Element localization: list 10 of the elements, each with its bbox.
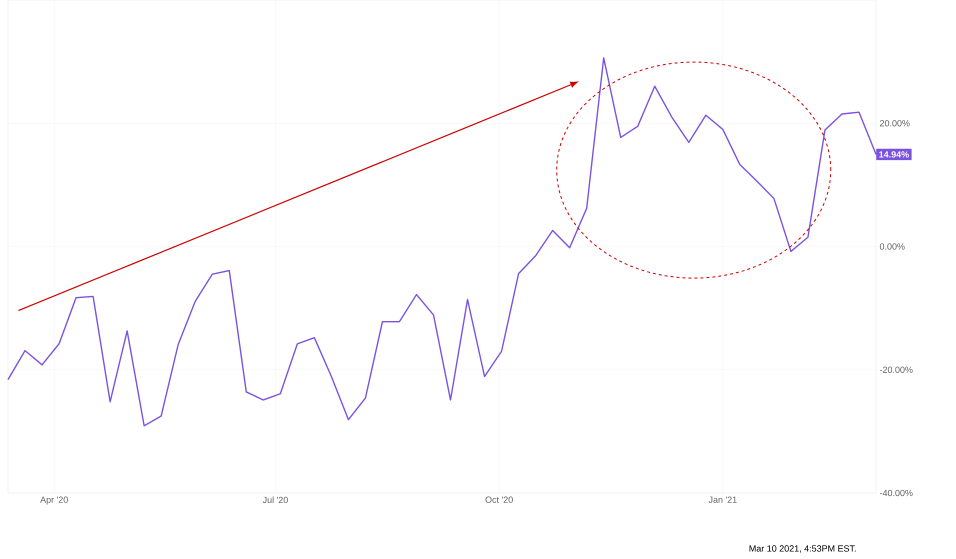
x-tick-label: Apr '20: [40, 496, 68, 505]
text: Mar 10 2021, 4:53PM EST.: [750, 545, 856, 553]
x-tick-label: Jan '21: [708, 496, 737, 503]
y-tick-label: -20.00%: [880, 366, 913, 373]
y-tick-label: 20.00%: [880, 120, 910, 126]
data-label: 14.94%: [879, 151, 909, 158]
x-tick-label: Jul '20: [262, 496, 288, 504]
y-tick-label: 0.00%: [880, 243, 905, 250]
y-tick-label: -40.00%: [880, 490, 913, 496]
x-tick-label: Oct '20: [486, 496, 513, 503]
